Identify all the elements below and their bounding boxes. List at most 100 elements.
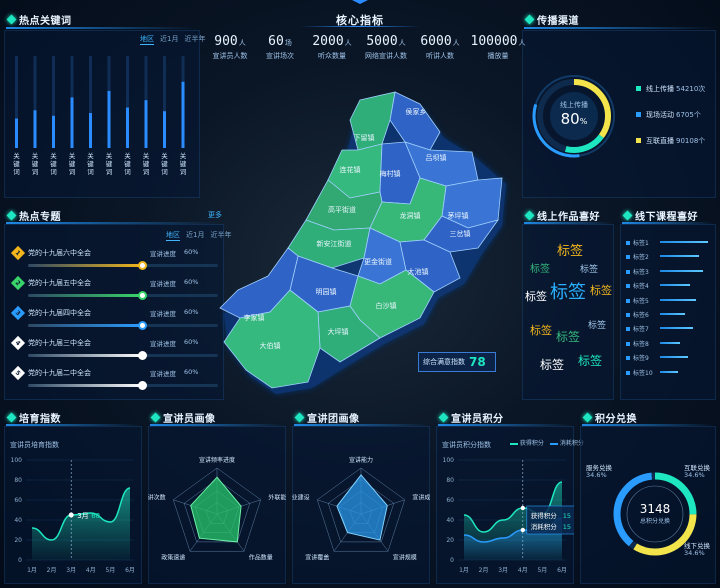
keyword-bar[interactable] <box>89 113 92 148</box>
keyword-bar[interactable] <box>163 111 166 148</box>
keyword-bar[interactable] <box>33 110 37 148</box>
tab-region[interactable]: 地区 <box>166 231 180 241</box>
radar-axis-label: 宣讲规模 <box>393 554 417 562</box>
wordcloud-word[interactable]: 标签 <box>530 324 552 337</box>
map-region-label: 大伯镇 <box>260 341 281 350</box>
tooltip-box <box>526 505 574 535</box>
keyword-bar-track <box>89 56 92 148</box>
topic-progress-handle[interactable] <box>138 351 147 360</box>
diamond-icon <box>524 210 535 221</box>
keyword-bar[interactable] <box>70 97 74 148</box>
offline-bar[interactable] <box>660 269 703 272</box>
group-profile-title: 宣讲团画像 <box>294 410 360 425</box>
topic-stat-label: 宣讲进度 <box>150 310 176 318</box>
map-region-label: 高平街道 <box>328 205 356 214</box>
map-region-label: 吕坝镇 <box>426 153 447 162</box>
topic-name: 党的十九届三中全会 <box>28 339 91 347</box>
y-tick-label: 0 <box>18 557 22 564</box>
group-radar: 宣讲能力宣讲成绩宣讲规模 宣讲覆盖 企业建设 <box>292 456 430 562</box>
tab-month[interactable]: 近1月 <box>160 35 179 43</box>
data-point[interactable] <box>520 527 525 533</box>
offline-bar[interactable] <box>660 255 699 258</box>
wordcloud-word[interactable]: 标签 <box>590 284 612 297</box>
wordcloud-word[interactable]: 标签 <box>550 282 586 303</box>
offline-bar[interactable] <box>660 284 690 287</box>
more-link[interactable]: 更多 <box>208 211 222 219</box>
list-bullet <box>626 313 630 317</box>
hot-topics-title: 热点专题 <box>6 208 61 223</box>
offline-bar[interactable] <box>660 298 696 301</box>
wordcloud-word[interactable]: 标签 <box>556 330 581 344</box>
radar-axis-label: 企业建设 <box>292 493 310 501</box>
keyword-label: 关键词 <box>106 151 113 176</box>
topic-stat-pct: 60% <box>184 308 199 316</box>
map-region-label: 下留镇 <box>354 133 375 142</box>
offline-bar[interactable] <box>660 327 693 330</box>
offline-bar[interactable] <box>660 356 688 359</box>
radar-axis-label: 宣讲覆盖 <box>305 554 329 562</box>
topic-stat-pct: 60% <box>184 338 199 346</box>
hot-keywords-panel <box>4 30 200 198</box>
diamond-icon <box>622 210 633 221</box>
top-accent <box>352 0 368 4</box>
wordcloud-word[interactable]: 标签 <box>530 264 550 275</box>
channels-center: 线上传播 80% <box>544 100 604 128</box>
radar-axis-label: 政策速递 <box>161 554 185 562</box>
offline-bar[interactable] <box>660 341 680 344</box>
title-underline <box>524 222 612 224</box>
keyword-bar[interactable] <box>107 90 111 148</box>
diamond-icon <box>6 210 17 221</box>
header-title-bar: 核心指标 <box>300 6 420 27</box>
x-tick-label: 4月 <box>518 567 528 574</box>
legend-gained: 获得积分 <box>519 440 544 447</box>
data-point[interactable] <box>68 512 74 518</box>
keyword-bar[interactable] <box>144 100 148 148</box>
data-point[interactable] <box>520 505 525 511</box>
tab-half-year[interactable]: 近半年 <box>210 231 232 239</box>
topic-progress-fill <box>28 354 142 357</box>
wordcloud-word[interactable]: 标签 <box>557 244 584 259</box>
map-region-label: 新安江街道 <box>317 239 352 248</box>
channels-panel <box>522 30 716 198</box>
y-tick-label: 40 <box>446 517 454 524</box>
y-tick-label: 100 <box>11 457 23 464</box>
y-tick-label: 60 <box>14 497 22 504</box>
topic-stat-pct: 60% <box>184 248 199 256</box>
keyword-bar[interactable] <box>52 115 55 148</box>
title-underline <box>150 424 284 426</box>
topic-stat-label: 宣讲进度 <box>150 280 176 288</box>
offline-label: 标签6 <box>633 312 649 319</box>
keyword-bar[interactable] <box>15 118 18 148</box>
keyword-bar[interactable] <box>126 107 129 148</box>
wordcloud-word[interactable]: 标签 <box>588 321 607 331</box>
topic-progress-handle[interactable] <box>138 381 147 390</box>
y-tick-label: 100 <box>443 457 455 464</box>
topic-progress-handle[interactable] <box>138 261 147 270</box>
keyword-bar[interactable] <box>181 81 185 148</box>
wordcloud-word[interactable]: 标签 <box>580 265 599 275</box>
title-underline <box>6 222 220 224</box>
kpi-value: 900人 <box>214 34 246 49</box>
keyword-label: 关键词 <box>13 151 20 176</box>
y-tick-label: 80 <box>446 477 454 484</box>
x-tick-label: 2月 <box>479 567 489 574</box>
legend-swatch <box>510 442 518 445</box>
topic-progress-handle[interactable] <box>138 321 147 330</box>
topic-progress-handle[interactable] <box>138 291 147 300</box>
x-tick-label: 2月 <box>47 567 57 574</box>
wordcloud-word[interactable]: 标签 <box>525 290 547 303</box>
tab-region[interactable]: 地区 <box>140 35 154 45</box>
tab-month[interactable]: 近1月 <box>186 231 205 239</box>
keyword-bar-track <box>52 56 55 148</box>
region-dabo[interactable] <box>223 289 321 389</box>
tab-half-year[interactable]: 近半年 <box>184 35 206 43</box>
offline-bar[interactable] <box>660 313 685 315</box>
wordcloud-word[interactable]: 标签 <box>540 358 565 372</box>
wordcloud-word[interactable]: 标签 <box>578 354 603 368</box>
points-subtitle: 宣讲员积分指数 <box>442 441 491 449</box>
satisfaction-index-value: 78 <box>469 355 486 369</box>
x-tick-label: 5月 <box>105 567 115 574</box>
offline-bar[interactable] <box>660 241 708 243</box>
keyword-bar-track <box>15 56 18 148</box>
offline-bar[interactable] <box>660 370 678 373</box>
